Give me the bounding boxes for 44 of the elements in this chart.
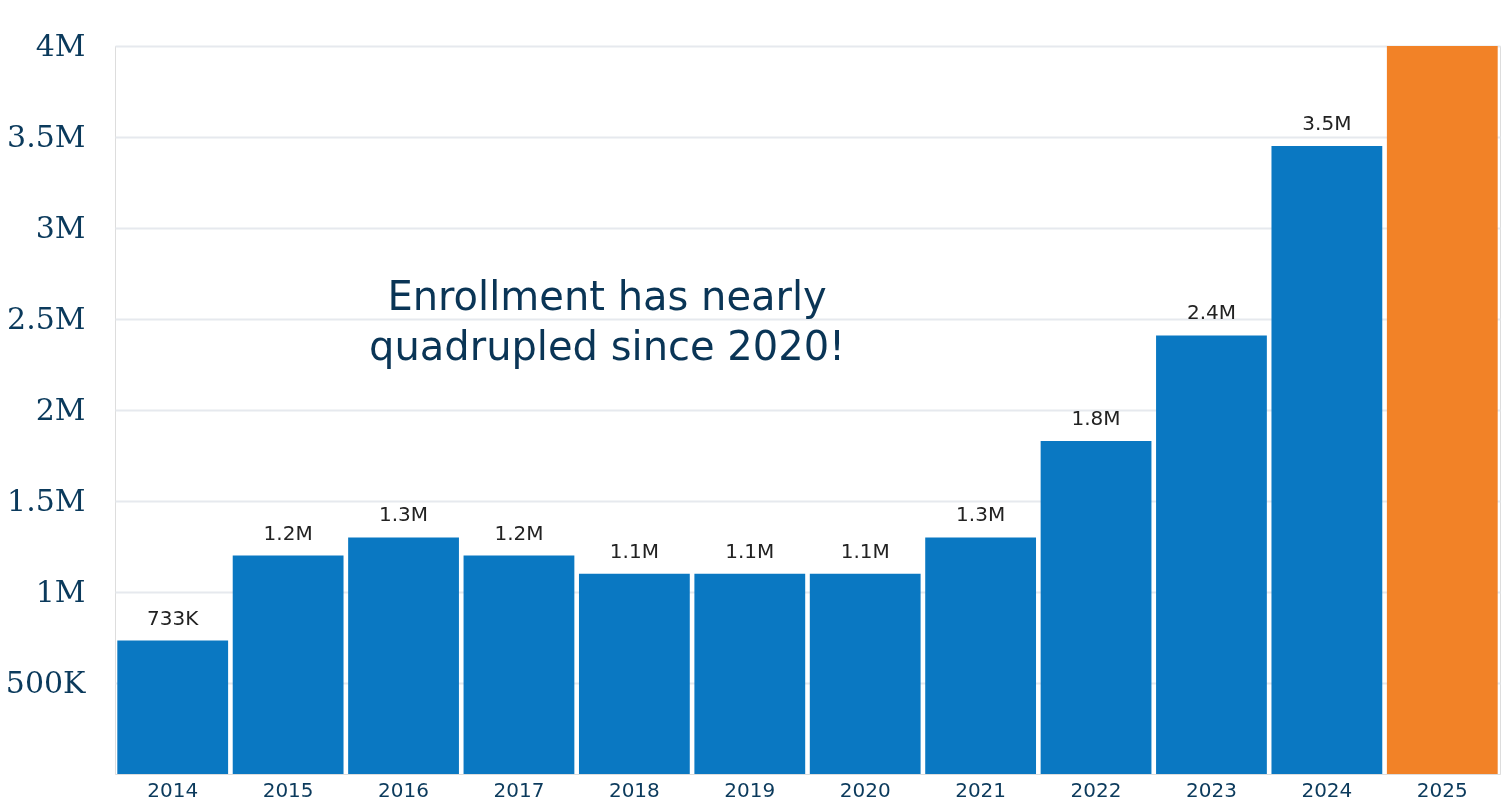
bar [463,555,575,774]
y-tick-label: 500K [5,664,87,700]
x-tick-label: 2019 [724,777,776,802]
bar [925,537,1037,774]
x-tick-label: 2015 [262,777,314,802]
data-label: 1.1M [725,538,775,563]
y-tick-label: 1M [35,573,86,609]
x-tick-label: 2024 [1301,777,1353,802]
x-tick-label: 2020 [839,777,891,802]
bar [1386,46,1498,774]
data-label: 1.8M [1071,405,1121,430]
data-label: 1.1M [840,538,890,563]
x-tick-label: 2021 [955,777,1007,802]
bar [694,573,806,774]
x-tick-label: 2018 [608,777,660,802]
x-tick-label: 2022 [1070,777,1122,802]
y-tick-label: 4M [35,27,86,63]
data-label: 733K [147,605,200,630]
bar [578,573,690,774]
bar [232,555,344,774]
bar [348,537,459,774]
bar [1040,440,1152,774]
data-label: 2.4M [1186,300,1236,325]
bar [1271,146,1383,774]
x-tick-label: 2014 [147,777,199,802]
y-tick-label: 1.5M [7,482,86,518]
y-tick-label: 2.5M [7,300,86,336]
y-tick-label: 2M [35,391,86,427]
y-tick-label: 3.5M [7,118,86,154]
data-label: 1.2M [494,520,544,545]
bar [117,640,229,774]
annotation: Enrollment has nearly quadrupled since 2020! [369,272,846,369]
data-label: 1.1M [609,538,659,563]
x-tick-label: 2023 [1186,777,1237,802]
data-label: 1.3M [956,502,1006,527]
data-label: 3.5M [1302,111,1352,136]
data-label: 1.2M [263,520,313,545]
bar [809,573,921,774]
y-tick-label: 3M [35,209,86,245]
data-label: 1.3M [379,502,429,527]
x-tick-label: 2017 [493,777,545,802]
x-tick-label: 2025 [1416,777,1468,802]
bar [1156,335,1267,774]
x-tick-label: 2016 [378,777,429,802]
